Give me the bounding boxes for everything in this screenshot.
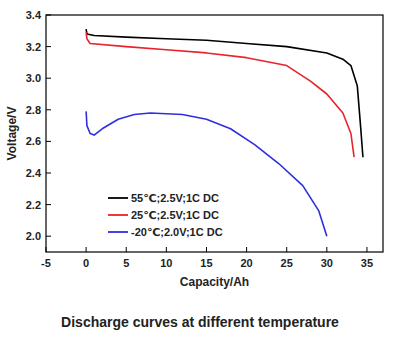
y-tick-label: 3.0 [26,72,41,84]
y-tick-label: 3.2 [26,41,41,53]
series-line [86,29,363,157]
legend: 55℃;2.5V;1C DC 25℃;2.5V;1C DC -20℃;2.0V;1C… [108,192,223,238]
x-tick [366,247,367,252]
series-group [86,29,363,236]
y-tick-label: 2.8 [26,104,41,116]
series-line [86,111,327,236]
legend-label: 55℃;2.5V;1C DC [131,192,219,204]
y-tick [46,78,51,79]
y-tick-label: 2.4 [26,167,42,179]
y-tick-label: 2.0 [26,230,41,242]
plot-frame [46,15,383,252]
y-tick-label: 2.2 [26,199,41,211]
x-tick [86,247,87,252]
x-tick-label: 15 [200,257,212,269]
x-tick [246,247,247,252]
legend-label: -20℃;2.0V;1C DC [131,226,223,238]
chart: -5 0 5 10 15 20 25 30 35 2.0 2.2 2.4 2.6 2.8 3.0 3.2 3.4… [0,0,400,340]
x-tick-label: 35 [361,257,373,269]
legend-swatch [108,231,128,233]
legend-label: 25℃;2.5V;1C DC [131,209,219,221]
y-tick [46,141,51,142]
x-tick-label: 25 [281,257,293,269]
legend-swatch [108,197,128,199]
y-tick [46,204,51,205]
y-tick-label: 2.6 [26,135,41,147]
series-line [86,32,354,157]
x-tick-label: 5 [123,257,129,269]
y-tick [46,15,51,16]
x-tick [286,247,287,252]
y-tick [46,173,51,174]
y-tick-label: 3.4 [26,9,42,21]
x-tick-label: 0 [83,257,89,269]
x-tick [326,247,327,252]
y-axis-label: Voltage/V [5,107,19,161]
x-tick [206,247,207,252]
x-axis-label: Capacity/Ah [180,275,249,289]
y-tick [46,109,51,110]
chart-title: Discharge curves at different temperatur… [61,314,339,330]
y-tick [46,46,51,47]
x-tick-label: 10 [160,257,172,269]
y-tick [46,236,51,237]
x-tick-label: 20 [240,257,252,269]
x-tick [166,247,167,252]
x-tick-label: 30 [321,257,333,269]
legend-swatch [108,214,128,216]
x-tick [126,247,127,252]
x-tick-label: -5 [41,257,51,269]
x-tick [46,247,47,252]
